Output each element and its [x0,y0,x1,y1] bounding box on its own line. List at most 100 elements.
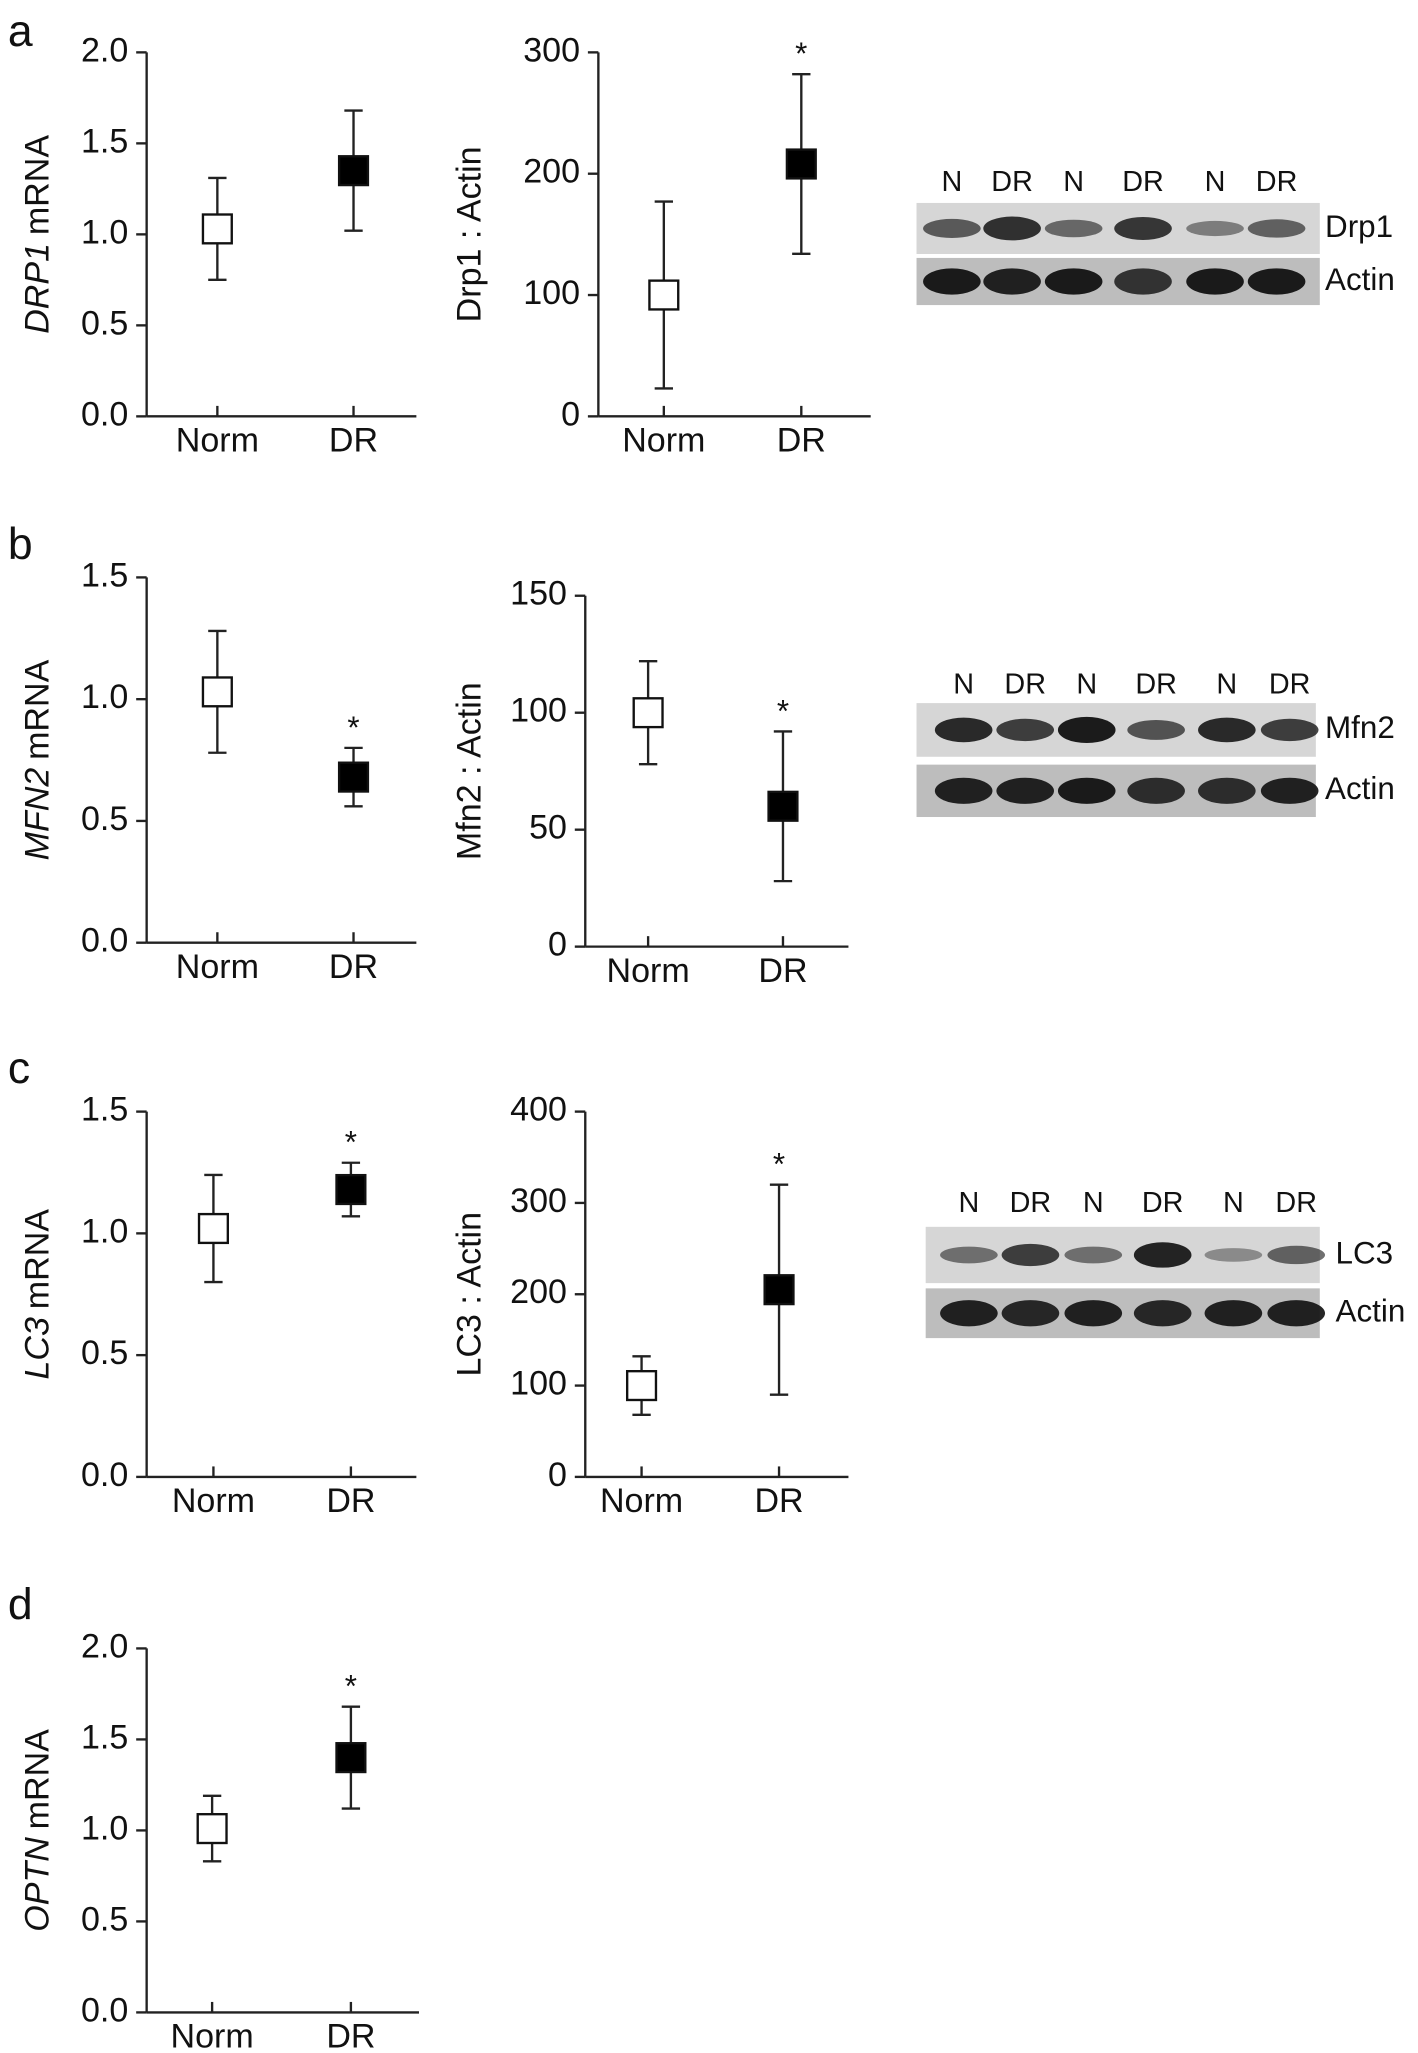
y-axis-label-gene: MFN2 [18,768,56,861]
x-tick-label: Norm [171,2018,254,2053]
lane-label: DR [1010,1187,1052,1219]
marker [335,1173,367,1206]
lane-label: N [1083,1187,1104,1219]
y-axis-label: MFN2 mRNA [18,659,56,860]
significance: * [777,693,789,728]
blot-band [1001,1243,1060,1267]
marker [197,1212,230,1245]
y-tick-label: 300 [510,1182,567,1220]
y-tick-label: 0.5 [81,1334,128,1372]
lane-label: N [941,166,962,198]
y-axis-label-gene: DRP1 [18,243,56,334]
x-tick-label: Norm [607,952,690,990]
blot-band [940,1246,998,1264]
marker [785,148,817,180]
y-axis-label-unit: mRNA [18,135,56,236]
marker [763,1274,795,1306]
blot-band [983,268,1041,295]
blot-band [1198,777,1256,804]
blot-band [1001,1300,1060,1327]
marker [335,1742,367,1774]
lane-label: DR [1004,669,1046,701]
y-axis-label-text: Mfn2 : Actin [450,682,488,860]
panel-label: c [8,1044,30,1093]
y-tick-label: 1.0 [81,213,128,251]
lane-label: N [958,1187,979,1219]
blot-band [934,777,993,804]
y-tick-label: 2.0 [81,31,128,69]
y-tick-label: 0.0 [81,922,128,960]
y-axis-label-unit: mRNA [18,1209,56,1310]
y-tick-label: 100 [523,274,580,312]
y-tick-label: 100 [510,692,567,730]
blot-band [1247,219,1306,238]
y-tick-label: 0.0 [81,1456,128,1494]
blot-band [1260,777,1319,804]
blot-band [1133,1300,1192,1327]
blot-band [923,218,981,239]
marker [201,213,233,245]
y-tick-label: 0.5 [81,800,128,838]
y-tick-label: 1.0 [81,1212,128,1250]
significance: * [345,1125,357,1160]
blot-band [1044,219,1103,238]
lane-label: DR [1142,1187,1184,1219]
y-tick-label: 400 [510,1091,567,1129]
y-tick-label: 1.5 [81,1091,128,1129]
y-axis-label: LC3 : Actin [450,1212,488,1377]
lane-label: DR [1269,669,1311,701]
blot-band [1114,216,1172,240]
lane-label: N [953,669,974,701]
y-tick-label: 0 [548,926,567,964]
y-axis-label-gene: LC3 [18,1317,56,1380]
blot-band [1057,716,1116,744]
y-tick-label: 100 [510,1365,567,1403]
lane-label: N [1216,669,1237,701]
blot-band [1064,1246,1123,1264]
blot-band [1204,1300,1263,1327]
lane-label: DR [1275,1187,1317,1219]
blot-row-label: Actin [1325,262,1395,297]
blot-band [1057,777,1116,804]
blot-band [1267,1300,1326,1327]
y-axis-label-text: LC3 : Actin [450,1212,488,1377]
y-tick-label: 0 [548,1456,567,1494]
y-axis-label: Drp1 : Actin [450,146,488,322]
blot-band [1267,1245,1326,1265]
marker [337,155,370,187]
blot-band [996,718,1055,742]
x-tick-label: Norm [600,1482,683,1520]
marker [337,761,370,793]
y-tick-label: 0 [561,395,580,433]
blot-row-label: Mfn2 [1325,710,1395,745]
significance: * [795,36,807,71]
marker [632,697,664,729]
y-tick-label: 200 [523,153,580,191]
y-tick-label: 0.5 [81,1900,128,1938]
blot-band [996,777,1055,804]
lane-label: N [1205,166,1226,198]
significance: * [345,1669,357,1704]
y-tick-label: 0.5 [81,304,128,342]
blot-band [1198,717,1256,743]
blot-band [1260,718,1319,742]
marker [201,676,233,708]
blot-band [1133,1242,1192,1268]
x-tick-label: Norm [172,1482,255,1520]
x-tick-label: Norm [176,948,259,986]
lane-label: DR [1122,166,1164,198]
blot-band [1127,777,1185,804]
y-axis-label-gene: OPTN [18,1837,56,1932]
y-tick-label: 150 [510,575,567,613]
panel-label: a [8,7,33,56]
marker [196,1813,228,1845]
x-tick-label: DR [326,1482,375,1520]
y-tick-label: 1.5 [81,122,128,160]
y-axis-label-unit: mRNA [18,1729,56,1830]
blot-band [1114,268,1172,295]
y-axis-label: Mfn2 : Actin [450,682,488,860]
blot-band [1127,719,1185,740]
x-tick-label: DR [326,2018,375,2053]
x-tick-label: DR [758,952,807,990]
